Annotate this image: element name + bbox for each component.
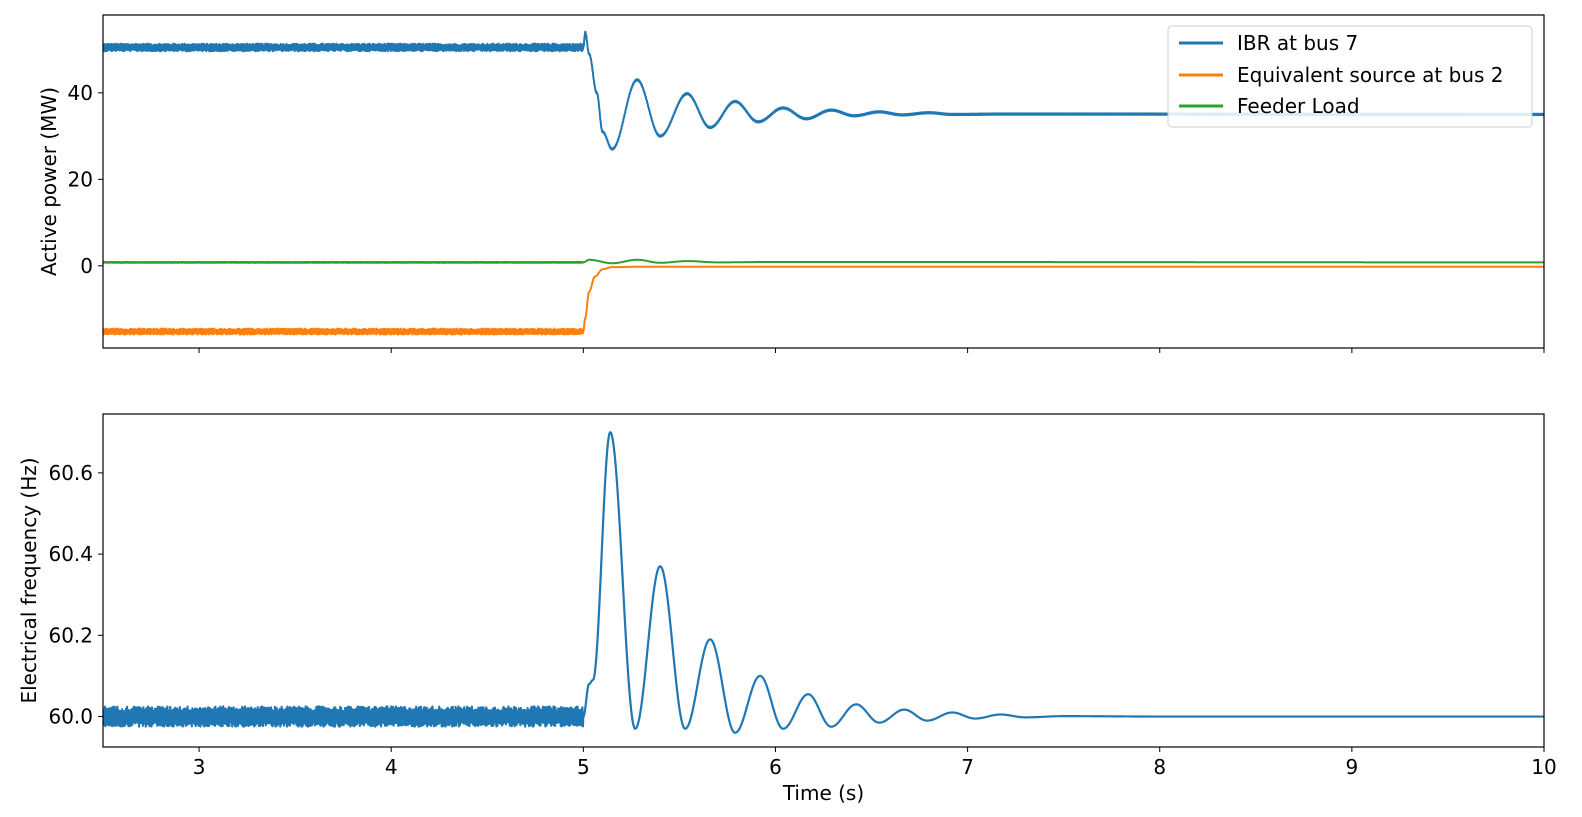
frequency-y-tick-label: 60.6	[48, 461, 93, 485]
x-axis-label: Time (s)	[782, 781, 864, 805]
frequency-series-line-0	[103, 431, 1544, 734]
active-power-y-axis-label: Active power (MW)	[37, 87, 61, 276]
legend: IBR at bus 7 Equivalent source at bus 2 …	[1167, 25, 1533, 128]
frequency-x-tick-label: 10	[1531, 755, 1556, 779]
frequency-y-axis-label: Electrical frequency (Hz)	[17, 457, 41, 703]
frequency-x-tick-label: 3	[193, 755, 206, 779]
frequency-series-group	[103, 431, 1544, 734]
legend-label-ibr: IBR at bus 7	[1237, 31, 1358, 55]
legend-item-ibr: IBR at bus 7	[1179, 31, 1358, 55]
active-power-series-line-1	[103, 265, 1544, 336]
active-power-ticks: 0 20 40	[68, 81, 1545, 353]
legend-label-equivalent-source: Equivalent source at bus 2	[1237, 63, 1504, 87]
frequency-x-tick-label: 8	[1153, 755, 1166, 779]
legend-box	[1167, 25, 1533, 128]
active-power-chart: 0 20 40 Active power (MW) IBR at bus 7 Equ…	[37, 14, 1545, 353]
active-power-series-line-2	[103, 258, 1544, 265]
frequency-x-tick-label: 6	[769, 755, 782, 779]
active-power-plot-frame	[102, 14, 1545, 349]
frequency-y-tick-label: 60.4	[48, 542, 93, 566]
frequency-x-tick-label: 5	[577, 755, 590, 779]
frequency-x-tick-label: 4	[385, 755, 398, 779]
active-power-y-tick-label: 0	[80, 254, 93, 278]
legend-label-feeder-load: Feeder Load	[1237, 94, 1360, 118]
frequency-x-tick-label: 9	[1345, 755, 1358, 779]
frequency-ticks: 3 4 5 6 7 8 9 10 60.0 60.2 60.4 60.6	[48, 461, 1556, 779]
frequency-y-tick-label: 60.2	[48, 623, 93, 647]
legend-item-equivalent-source: Equivalent source at bus 2	[1179, 63, 1504, 87]
active-power-y-tick-label: 40	[68, 81, 93, 105]
active-power-y-tick-label: 20	[68, 167, 93, 191]
frequency-x-tick-label: 7	[961, 755, 974, 779]
frequency-y-tick-label: 60.0	[48, 705, 93, 729]
frequency-plot-frame	[102, 413, 1545, 748]
frequency-chart: 3 4 5 6 7 8 9 10 60.0 60.2 60.4 60.6 Electrical fre…	[17, 413, 1557, 805]
legend-item-feeder-load: Feeder Load	[1179, 94, 1360, 118]
